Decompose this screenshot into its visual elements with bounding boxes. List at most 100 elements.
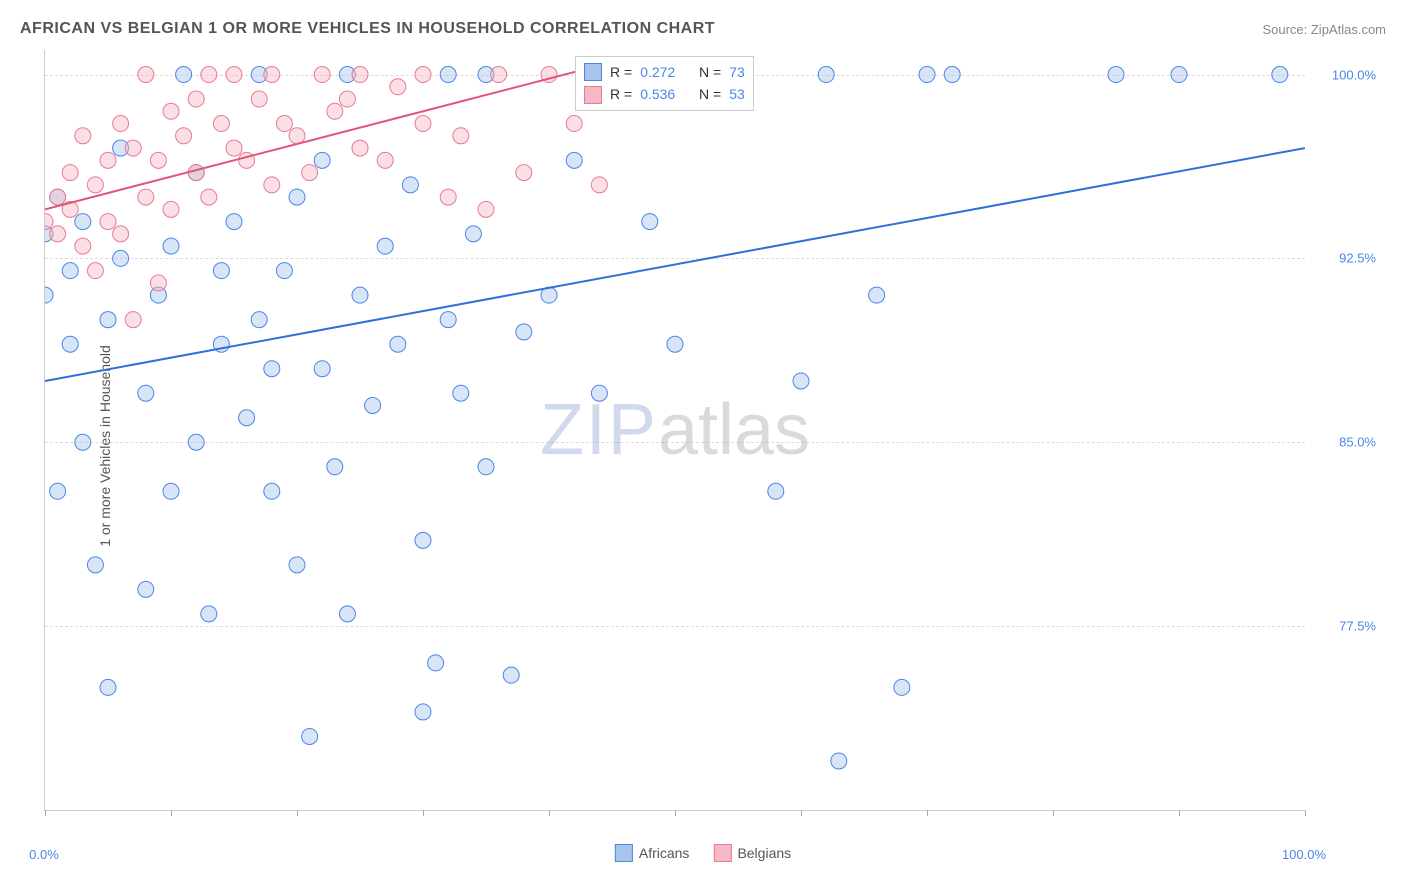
data-point <box>642 214 658 230</box>
legend-stats-row: R =0.272 N =73 <box>584 61 745 83</box>
data-point <box>869 287 885 303</box>
data-point <box>302 165 318 181</box>
data-point <box>138 189 154 205</box>
data-point <box>264 177 280 193</box>
data-point <box>264 67 280 83</box>
data-point <box>213 263 229 279</box>
data-point <box>516 324 532 340</box>
data-point <box>87 177 103 193</box>
data-point <box>213 116 229 132</box>
data-point <box>62 263 78 279</box>
stat-n-label: N = <box>699 83 721 105</box>
data-point <box>75 128 91 144</box>
stat-r-label: R = <box>610 83 632 105</box>
data-point <box>390 79 406 95</box>
data-point <box>188 434 204 450</box>
data-point <box>314 152 330 168</box>
x-tick <box>423 810 424 816</box>
trend-line <box>45 62 612 209</box>
data-point <box>100 214 116 230</box>
data-point <box>264 483 280 499</box>
data-point <box>365 397 381 413</box>
legend-item: Belgians <box>713 844 791 862</box>
legend-swatch <box>584 86 602 104</box>
y-tick-label: 85.0% <box>1339 435 1376 450</box>
data-point <box>75 214 91 230</box>
data-point <box>314 67 330 83</box>
legend-swatch <box>615 844 633 862</box>
data-point <box>289 557 305 573</box>
data-point <box>226 67 242 83</box>
data-point <box>440 189 456 205</box>
y-tick-label: 100.0% <box>1332 67 1376 82</box>
y-tick-label: 77.5% <box>1339 619 1376 634</box>
data-point <box>87 263 103 279</box>
data-point <box>163 483 179 499</box>
x-tick <box>45 810 46 816</box>
data-point <box>226 140 242 156</box>
data-point <box>478 201 494 217</box>
data-point <box>415 116 431 132</box>
stat-r-label: R = <box>610 61 632 83</box>
data-point <box>264 361 280 377</box>
data-point <box>188 91 204 107</box>
chart-title: AFRICAN VS BELGIAN 1 OR MORE VEHICLES IN… <box>20 20 715 38</box>
data-point <box>75 434 91 450</box>
data-point <box>667 336 683 352</box>
stat-r-value: 0.536 <box>640 83 675 105</box>
data-point <box>327 103 343 119</box>
data-point <box>440 312 456 328</box>
data-point <box>113 116 129 132</box>
x-tick <box>297 810 298 816</box>
x-tick <box>927 810 928 816</box>
data-point <box>566 152 582 168</box>
data-point <box>251 312 267 328</box>
data-point <box>919 67 935 83</box>
data-point <box>62 165 78 181</box>
data-point <box>415 67 431 83</box>
data-point <box>390 336 406 352</box>
data-point <box>289 189 305 205</box>
data-point <box>163 201 179 217</box>
data-point <box>62 336 78 352</box>
data-point <box>201 606 217 622</box>
data-point <box>453 385 469 401</box>
x-tick <box>171 810 172 816</box>
source-label: Source: ZipAtlas.com <box>1262 22 1386 37</box>
legend-label: Africans <box>639 845 690 861</box>
data-point <box>566 116 582 132</box>
x-tick <box>1053 810 1054 816</box>
data-point <box>352 140 368 156</box>
scatter-svg <box>45 50 1305 810</box>
x-tick <box>675 810 676 816</box>
data-point <box>377 152 393 168</box>
legend-swatch <box>713 844 731 862</box>
data-point <box>163 238 179 254</box>
data-point <box>201 67 217 83</box>
data-point <box>491 67 507 83</box>
data-point <box>516 165 532 181</box>
data-point <box>176 67 192 83</box>
data-point <box>150 152 166 168</box>
y-tick-label: 92.5% <box>1339 251 1376 266</box>
x-tick-label: 0.0% <box>29 847 59 862</box>
legend-stats-box: R =0.272 N =73R =0.536 N =53 <box>575 56 754 111</box>
data-point <box>453 128 469 144</box>
data-point <box>478 459 494 475</box>
data-point <box>1272 67 1288 83</box>
data-point <box>50 226 66 242</box>
data-point <box>591 385 607 401</box>
x-tick <box>1179 810 1180 816</box>
data-point <box>1171 67 1187 83</box>
data-point <box>113 226 129 242</box>
data-point <box>503 667 519 683</box>
data-point <box>226 214 242 230</box>
x-tick <box>549 810 550 816</box>
data-point <box>944 67 960 83</box>
data-point <box>100 679 116 695</box>
x-tick <box>801 810 802 816</box>
data-point <box>75 238 91 254</box>
data-point <box>163 103 179 119</box>
data-point <box>138 581 154 597</box>
data-point <box>276 263 292 279</box>
